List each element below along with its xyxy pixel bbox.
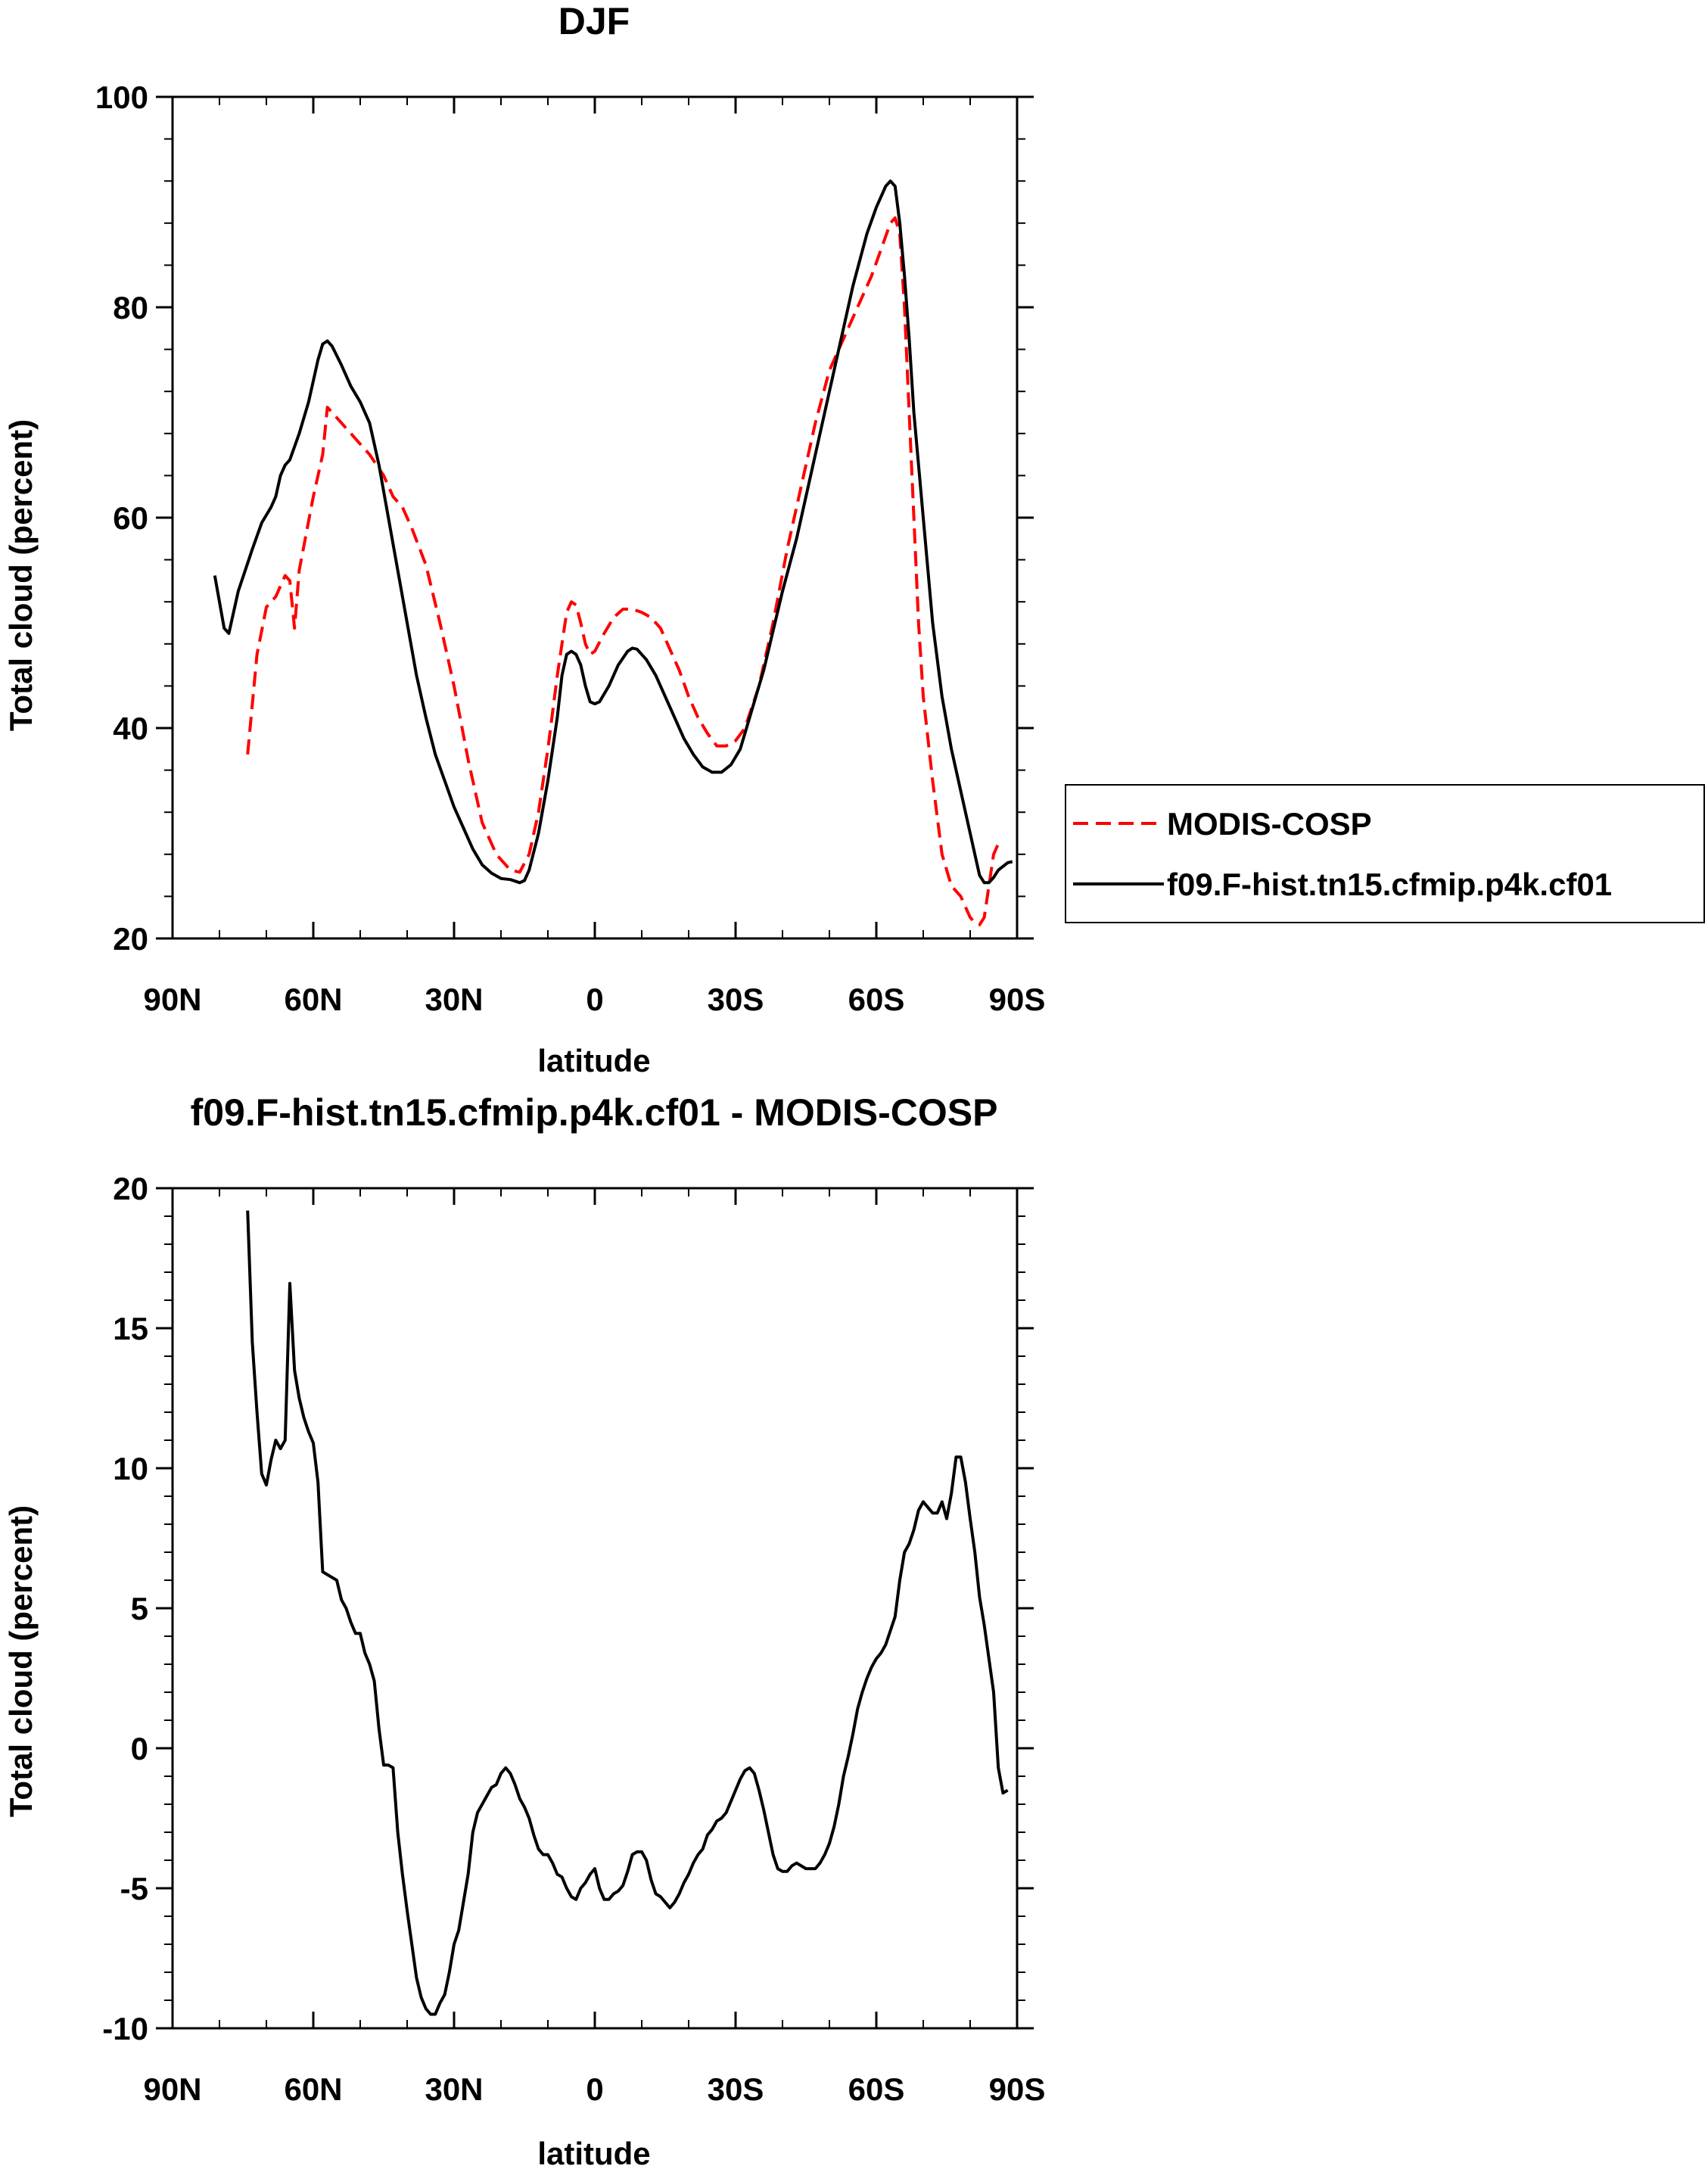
x-tick-label: 30N: [425, 982, 483, 1017]
difference-panel: f09.F-hist.tn15.cfmip.p4k.cf01 - MODIS-C…: [3, 1091, 1045, 2166]
x-tick-label: 0: [586, 2071, 603, 2107]
legend-entry-modis-cosp: MODIS-COSP: [1167, 806, 1372, 842]
plot-frame: [171, 95, 1019, 940]
y-tick-label: 60: [113, 500, 148, 536]
y-tick-label: 20: [113, 921, 148, 957]
djf-zonal-mean-panel: DJF latitude Total cloud (percent) 90N 60…: [3, 0, 1045, 1078]
y-tick-label: 15: [113, 1311, 148, 1346]
y-tick-label: 100: [95, 79, 148, 115]
y-tick-label: -10: [102, 2011, 148, 2046]
y-tick-label: 10: [113, 1451, 148, 1486]
y-tick-label: 20: [113, 1171, 148, 1206]
x-tick-label: 60N: [284, 2071, 342, 2107]
y-tick-label: 40: [113, 711, 148, 746]
x-tick-label: 60S: [848, 2071, 905, 2107]
x-axis-label: latitude: [537, 2136, 650, 2166]
y-tick-label: -5: [120, 1871, 148, 1906]
series-group: [213, 179, 1013, 926]
y-tick-label: 80: [113, 290, 148, 325]
y-tick-label: 0: [131, 1731, 148, 1766]
x-tick-label: 90N: [143, 982, 201, 1017]
x-tick-label: 60N: [284, 982, 342, 1017]
plot-frame: [171, 1187, 1019, 2030]
series-line-difference: [246, 1210, 1009, 2016]
legend-box: [1065, 784, 1705, 923]
series-line-modis-cosp: [246, 216, 1004, 926]
series-line-model: [213, 179, 1013, 885]
x-tick-label: 30S: [708, 982, 764, 1017]
y-tick-label: 5: [131, 1591, 148, 1626]
x-tick-label: 30N: [425, 2071, 483, 2107]
axis-ticks: 90N 60N 30N 0 30S 60S 90S -10 -5 0 5 10 15 20: [102, 1171, 1045, 2107]
series-group: [246, 1210, 1009, 2016]
x-tick-label: 30S: [708, 2071, 764, 2107]
x-axis-label: latitude: [537, 1043, 650, 1078]
legend-entry-model: f09.F-hist.tn15.cfmip.p4k.cf01: [1167, 867, 1612, 902]
legend: MODIS-COSP f09.F-hist.tn15.cfmip.p4k.cf0…: [1065, 784, 1705, 923]
x-tick-label: 60S: [848, 982, 905, 1017]
x-tick-label: 90S: [989, 2071, 1046, 2107]
y-axis-label: Total cloud (percent): [3, 1505, 39, 1817]
y-axis-label: Total cloud (percent): [3, 419, 39, 731]
chart-title: DJF: [558, 0, 630, 42]
x-tick-label: 90N: [143, 2071, 201, 2107]
x-tick-label: 90S: [989, 982, 1046, 1017]
x-tick-label: 0: [586, 982, 603, 1017]
chart-title: f09.F-hist.tn15.cfmip.p4k.cf01 - MODIS-C…: [191, 1091, 998, 1134]
axis-ticks: 90N 60N 30N 0 30S 60S 90S 20 40 60 80 100: [95, 79, 1045, 1017]
